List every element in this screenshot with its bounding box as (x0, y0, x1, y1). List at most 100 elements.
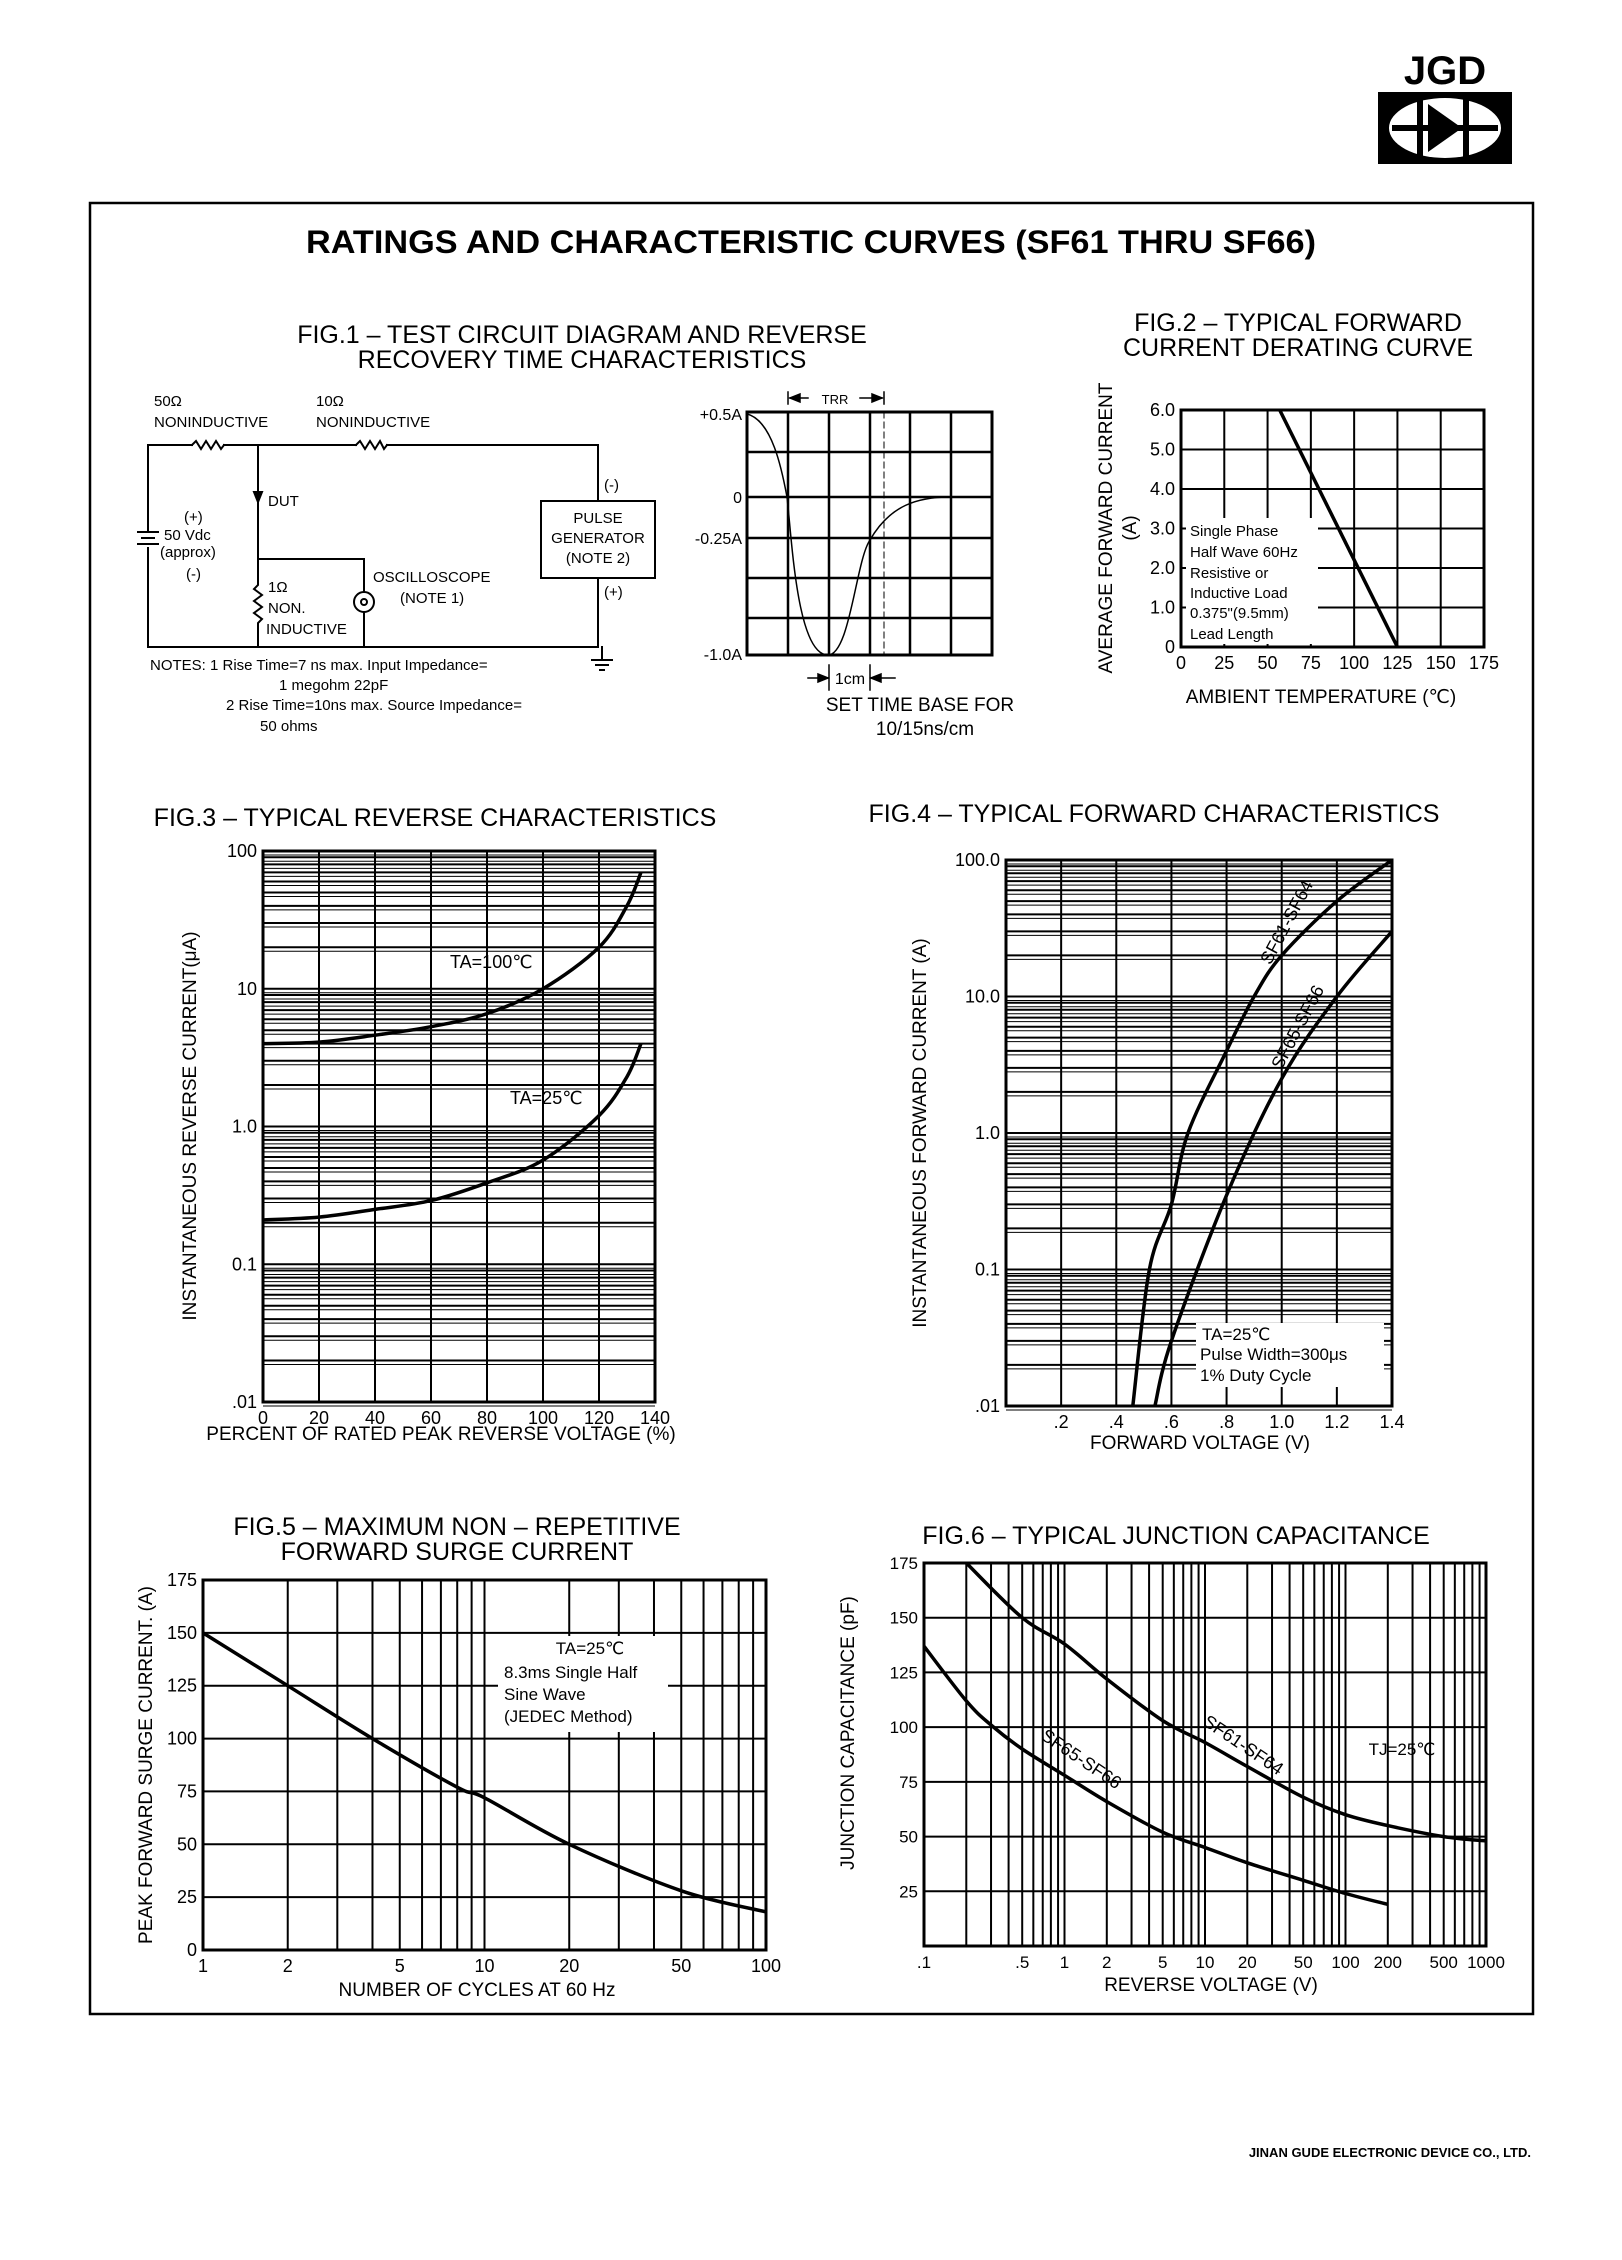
plot-frame (261, 849, 657, 1404)
series-label: TA=25℃ (510, 1088, 582, 1108)
main-frame (88, 201, 1535, 2016)
note-1: NOTES: 1 Rise Time=7 ns max. Input Imped… (150, 657, 488, 674)
y-axis-label: INSTANTANEOUS REVERSE CURRENT(μA) (180, 931, 201, 1320)
y-tick-label: 6.0 (1150, 400, 1175, 420)
generator-line2: GENERATOR (551, 530, 645, 547)
x-tick-label: 200 (1374, 1953, 1402, 1972)
y-tick-label: 4.0 (1150, 479, 1175, 499)
grid (202, 1579, 767, 1951)
y-tick-label: 150 (890, 1609, 918, 1628)
resistor-10ohm (354, 438, 389, 451)
chart-annotation: Half Wave 60Hz (1190, 544, 1298, 561)
y-tick-label: 0.1 (232, 1254, 257, 1274)
r3-type-1: NON. (268, 600, 306, 617)
fig1-title-line2: RECOVERY TIME CHARACTERISTICS (358, 346, 807, 374)
timebase-line1: SET TIME BASE FOR (826, 695, 1014, 716)
x-tick-label: 100 (751, 1956, 781, 1976)
plot-frame (1004, 858, 1394, 1408)
x-tick-label: 0 (1176, 653, 1186, 673)
chart-annotation: 0.375"(9.5mm) (1190, 605, 1289, 622)
y-tick-label: .01 (232, 1392, 257, 1412)
x-tick-label: 1.0 (1269, 1412, 1294, 1432)
annotation-box (1186, 518, 1318, 644)
x-tick-label: 20 (1238, 1953, 1257, 1972)
supply-minus: (-) (186, 566, 201, 583)
x-tick-label: .6 (1164, 1412, 1179, 1432)
x-axis-label: AMBIENT TEMPERATURE (℃) (1186, 687, 1456, 708)
y-axis-label: JUNCTION CAPACITANCE (pF) (838, 1596, 859, 1870)
x-tick-label: 140 (640, 1408, 670, 1428)
logo-text: JGD (1404, 49, 1486, 93)
y-axis-label: INSTANTANEOUS FORWARD CURRENT (A) (910, 938, 931, 1328)
plot-frame (201, 1578, 768, 1952)
y-tick-label: 175 (890, 1554, 918, 1573)
timebase-line2: 10/15ns/cm (876, 719, 974, 740)
note-2: 2 Rise Time=10ns max. Source Impedance= (226, 697, 522, 714)
x-tick-label: 10 (474, 1956, 494, 1976)
r2-type: NONINDUCTIVE (316, 414, 430, 431)
chart-title: CURRENT DERATING CURVE (1123, 334, 1473, 362)
r3-type-2: INDUCTIVE (266, 621, 347, 638)
fig1-title-line1: FIG.1 – TEST CIRCUIT DIAGRAM AND REVERSE (297, 321, 867, 349)
chart-annotation: Inductive Load (1190, 585, 1288, 602)
x-tick-label: 1.4 (1379, 1412, 1404, 1432)
series-line-sf61-sf64 (1131, 858, 1394, 1407)
fig1-diagram: FIG.1 – TEST CIRCUIT DIAGRAM AND REVERSE… (137, 321, 1014, 740)
x-tick-label: 25 (1214, 653, 1234, 673)
note-1-cont: 1 megohm 22pF (279, 677, 388, 694)
x-tick-label: 1 (1060, 1953, 1069, 1972)
x-tick-label: 40 (365, 1408, 385, 1428)
x-tick-label: 500 (1430, 1953, 1458, 1972)
y-tick-label: 0 (187, 1940, 197, 1960)
r1-type: NONINDUCTIVE (154, 414, 268, 431)
y-tick-label: 1.0 (1150, 598, 1175, 618)
chart-title: FIG.2 – TYPICAL FORWARD (1134, 309, 1462, 337)
x-axis-label: REVERSE VOLTAGE (V) (1104, 1975, 1318, 1996)
chart-title: FIG.3 – TYPICAL REVERSE CHARACTERISTICS (154, 804, 717, 832)
supply-plus: (+) (184, 509, 203, 526)
generator-minus: (-) (604, 477, 619, 494)
fig4-chart: FIG.4 – TYPICAL FORWARD CHARACTERISTICS.… (869, 800, 1440, 1454)
y-tick-label: 50 (177, 1834, 197, 1854)
y-tick-label: 0 (1165, 637, 1175, 657)
trr-label: TRR (822, 392, 849, 407)
page-title: RATINGS AND CHARACTERISTIC CURVES (SF61 … (306, 224, 1316, 260)
y-tick-label: 75 (899, 1773, 918, 1792)
y-axis-label: AVERAGE FORWARD CURRENT (1096, 382, 1117, 673)
y-tick-label: 50 (899, 1828, 918, 1847)
chart-title: FIG.6 – TYPICAL JUNCTION CAPACITANCE (922, 1522, 1430, 1550)
x-tick-label: 175 (1469, 653, 1499, 673)
y-tick-label: 100 (167, 1729, 197, 1749)
oscilloscope-icon (353, 591, 375, 613)
x-tick-label: 2 (283, 1956, 293, 1976)
annotation-box (498, 1636, 668, 1732)
y-tick-label: 1.0 (975, 1123, 1000, 1143)
y-axis-unit: (A) (1120, 515, 1141, 540)
series-line-ta-25- (262, 1042, 643, 1222)
y-tick-label: 25 (899, 1882, 918, 1901)
test-circuit (137, 438, 656, 671)
x-tick-label: 100 (1339, 653, 1369, 673)
series-line (1278, 409, 1399, 648)
dut-label: DUT (268, 493, 299, 510)
series-label: TA=100℃ (450, 952, 532, 972)
series-line-sf65-sf66 (922, 1645, 1389, 1907)
annotation-box (1196, 1323, 1384, 1387)
x-tick-label: 20 (309, 1408, 329, 1428)
x-tick-label: 120 (584, 1408, 614, 1428)
x-tick-label: 20 (559, 1956, 579, 1976)
y-axis-label: PEAK FORWARD SURGE CURRENT. (A) (136, 1586, 157, 1944)
scope-level-mid: -0.25A (695, 531, 742, 548)
x-tick-label: 1000 (1467, 1953, 1505, 1972)
x-tick-label: 1.2 (1324, 1412, 1349, 1432)
x-tick-label: 125 (1382, 653, 1412, 673)
chart-annotation: Single Phase (1190, 523, 1278, 540)
generator-plus: (+) (604, 584, 623, 601)
chart-annotation: 8.3ms Single Half (504, 1663, 638, 1682)
x-tick-label: 100 (1331, 1953, 1359, 1972)
chart-annotation: Resistive or (1190, 565, 1268, 582)
chart-title: FORWARD SURGE CURRENT (281, 1538, 634, 1566)
supply-approx: (approx) (160, 544, 216, 561)
x-tick-label: 0 (258, 1408, 268, 1428)
